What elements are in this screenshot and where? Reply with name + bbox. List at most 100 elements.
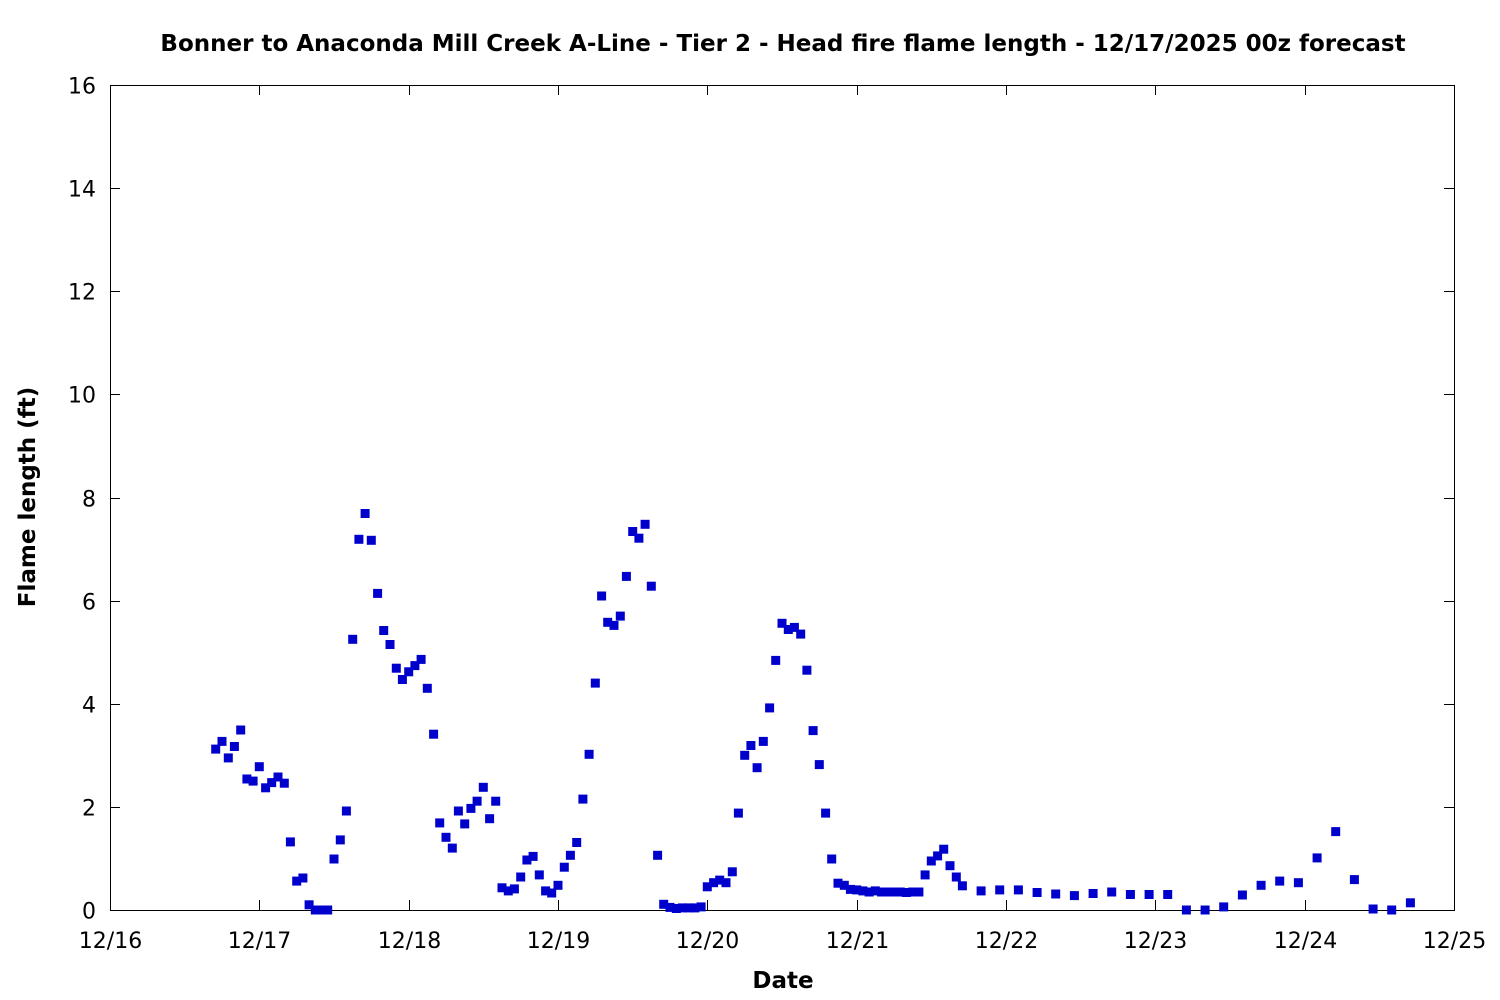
data-point <box>410 661 420 671</box>
data-point <box>1256 880 1266 890</box>
data-point <box>665 902 675 912</box>
data-point <box>939 844 949 854</box>
data-point <box>273 772 283 782</box>
data-point <box>671 904 681 913</box>
data-point <box>733 808 743 818</box>
data-point <box>789 622 799 632</box>
y-tick-label: 14 <box>68 178 96 203</box>
data-point <box>771 655 781 665</box>
plot-area-frame <box>110 85 1455 911</box>
data-point <box>503 886 513 896</box>
data-point <box>752 763 762 773</box>
data-point <box>1051 889 1061 899</box>
data-point <box>821 808 831 818</box>
data-point <box>478 782 488 792</box>
data-point <box>702 882 712 892</box>
data-point <box>373 588 383 598</box>
data-point <box>883 887 893 897</box>
x-tick-label: 12/17 <box>228 929 291 954</box>
data-point <box>298 873 308 883</box>
data-point <box>951 872 961 882</box>
y-tick-label: 6 <box>82 591 96 616</box>
data-point <box>553 880 563 890</box>
data-point <box>901 888 911 897</box>
data-point <box>833 878 843 888</box>
data-point <box>329 854 339 864</box>
data-point <box>1387 905 1397 915</box>
data-point <box>920 870 930 880</box>
data-point <box>279 778 289 788</box>
data-point <box>727 867 737 877</box>
data-point <box>1219 902 1229 912</box>
data-point <box>1069 891 1079 901</box>
data-point <box>640 519 650 529</box>
data-point <box>304 900 314 910</box>
data-point <box>709 878 719 888</box>
data-point <box>354 534 364 544</box>
data-point <box>379 626 389 635</box>
data-point <box>254 762 264 772</box>
data-point <box>1125 890 1135 899</box>
data-point <box>541 886 551 896</box>
data-point <box>267 778 277 788</box>
data-point <box>677 903 687 913</box>
data-point <box>292 876 302 886</box>
data-point <box>696 902 706 912</box>
data-point <box>217 736 227 746</box>
data-point <box>565 850 575 860</box>
data-point <box>839 880 849 890</box>
data-point <box>995 885 1005 895</box>
data-point <box>783 625 793 634</box>
x-tick-label: 12/23 <box>1124 929 1187 954</box>
data-point <box>808 726 818 736</box>
data-point <box>852 885 862 895</box>
data-point <box>285 837 295 847</box>
data-point <box>634 533 644 543</box>
data-point <box>416 654 426 664</box>
x-tick-label: 12/19 <box>527 929 590 954</box>
data-point <box>323 905 333 915</box>
data-point <box>653 850 663 860</box>
y-tick-label: 0 <box>82 900 96 925</box>
data-point <box>385 640 395 649</box>
data-point <box>435 818 445 828</box>
data-point <box>715 875 725 885</box>
data-point <box>1163 890 1173 899</box>
data-point <box>447 843 457 853</box>
data-point <box>1368 904 1378 914</box>
data-point <box>957 881 967 891</box>
data-point <box>908 887 918 897</box>
data-point <box>485 814 495 824</box>
data-point <box>746 741 756 750</box>
data-point <box>317 905 327 915</box>
data-point <box>559 862 569 872</box>
data-point <box>491 796 501 806</box>
data-point <box>1275 876 1285 886</box>
data-point <box>889 887 899 897</box>
data-point <box>472 796 482 806</box>
data-point <box>758 736 768 746</box>
x-tick-label: 12/20 <box>676 929 739 954</box>
data-point <box>870 886 880 896</box>
data-point <box>528 851 538 861</box>
data-point <box>242 774 252 784</box>
data-point <box>509 884 519 894</box>
data-point <box>895 887 905 897</box>
y-tick-label: 2 <box>82 797 96 822</box>
data-point <box>578 794 588 804</box>
data-point <box>522 855 532 865</box>
data-point <box>1349 875 1359 885</box>
data-point <box>877 887 887 897</box>
data-point <box>391 663 401 673</box>
data-point <box>914 887 924 897</box>
data-point <box>615 611 625 621</box>
data-point <box>590 678 600 688</box>
chart-title: Bonner to Anaconda Mill Creek A-Line - T… <box>160 31 1405 57</box>
data-point <box>335 835 345 845</box>
data-point <box>603 617 613 627</box>
data-point <box>223 753 233 763</box>
x-tick-label: 12/22 <box>975 929 1038 954</box>
data-point <box>933 851 943 861</box>
data-point <box>796 629 806 639</box>
data-point <box>229 742 239 751</box>
